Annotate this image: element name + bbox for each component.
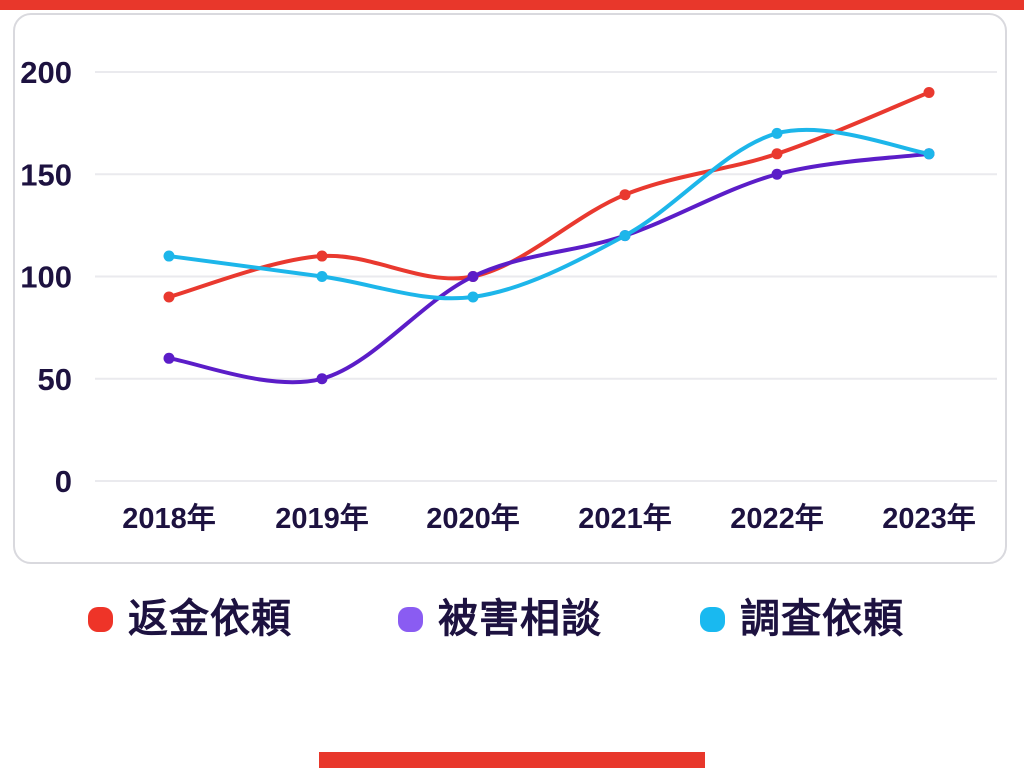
svg-text:2019年: 2019年: [275, 501, 369, 535]
chart-legend: 返金依頼 被害相談 調査依頼: [0, 595, 1024, 643]
svg-text:2022年: 2022年: [730, 501, 824, 535]
legend-dot-purple-icon: [398, 606, 423, 632]
svg-text:200: 200: [20, 55, 72, 90]
legend-item-refund: 返金依頼: [88, 595, 292, 643]
svg-text:0: 0: [55, 464, 72, 499]
svg-text:2023年: 2023年: [882, 501, 976, 535]
top-accent-bar: [0, 0, 1024, 10]
bottom-accent-bar: [319, 752, 705, 768]
svg-text:2020年: 2020年: [426, 501, 520, 535]
svg-text:2021年: 2021年: [578, 501, 672, 535]
legend-label: 返金依頼: [128, 597, 292, 641]
legend-dot-cyan-icon: [700, 606, 725, 632]
legend-item-damage: 被害相談: [398, 595, 602, 643]
legend-label: 調査依頼: [740, 597, 904, 641]
legend-item-investigation: 調査依頼: [700, 595, 904, 643]
svg-text:2018年: 2018年: [122, 501, 216, 535]
legend-label: 被害相談: [438, 597, 602, 641]
svg-text:150: 150: [20, 157, 72, 192]
svg-text:100: 100: [20, 260, 72, 295]
legend-dot-red-icon: [88, 606, 113, 632]
svg-text:50: 50: [38, 362, 72, 397]
